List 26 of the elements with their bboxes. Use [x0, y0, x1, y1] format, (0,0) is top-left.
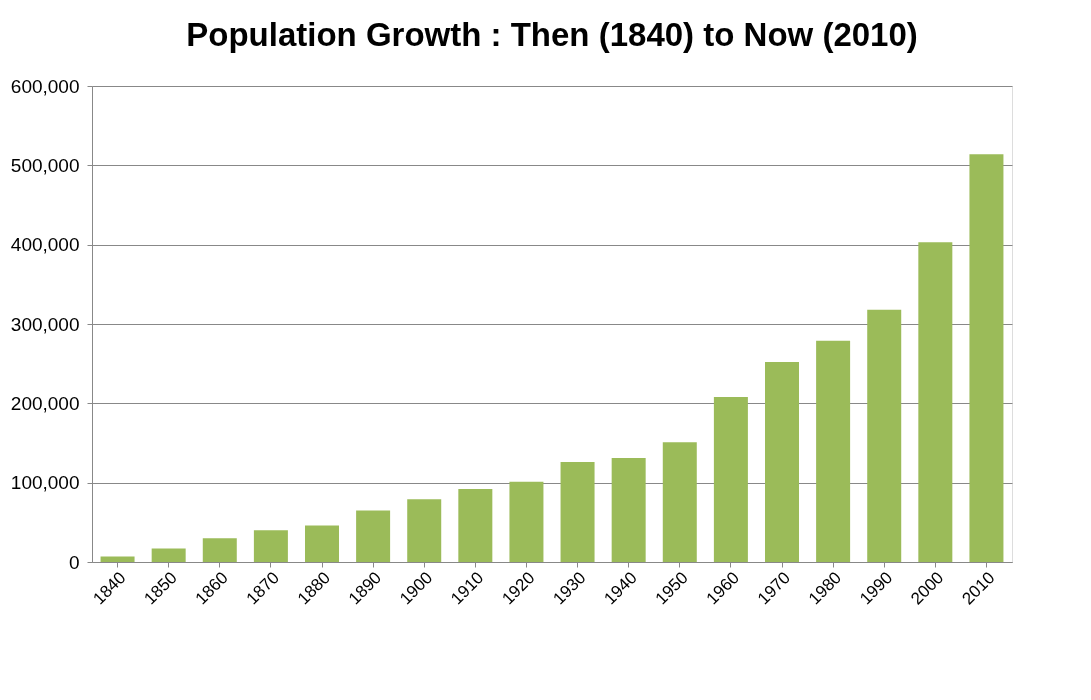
bar — [458, 489, 493, 562]
bar — [202, 538, 237, 562]
bar — [509, 481, 544, 562]
bar — [611, 458, 646, 562]
bar — [100, 556, 135, 562]
bar — [305, 525, 339, 562]
bar — [560, 462, 595, 562]
chart-title: Population Growth : Then (1840) to Now (2010) — [186, 16, 918, 53]
bar — [407, 499, 442, 562]
bar — [151, 548, 186, 562]
bar — [356, 510, 391, 562]
bar — [253, 530, 288, 562]
y-tick-label: 0 — [68, 551, 80, 573]
y-tick-label: 200,000 — [10, 392, 80, 414]
bar — [765, 362, 799, 562]
bar — [969, 154, 1004, 562]
y-tick-label: 100,000 — [10, 472, 80, 494]
bar — [713, 396, 748, 562]
y-tick-label: 300,000 — [10, 313, 80, 335]
bar — [918, 242, 953, 562]
y-tick-label: 600,000 — [10, 75, 80, 97]
y-tick-label: 500,000 — [10, 154, 80, 176]
bar — [816, 340, 851, 562]
y-tick-label: 400,000 — [10, 234, 80, 256]
bar — [867, 309, 902, 562]
bar — [662, 442, 697, 562]
